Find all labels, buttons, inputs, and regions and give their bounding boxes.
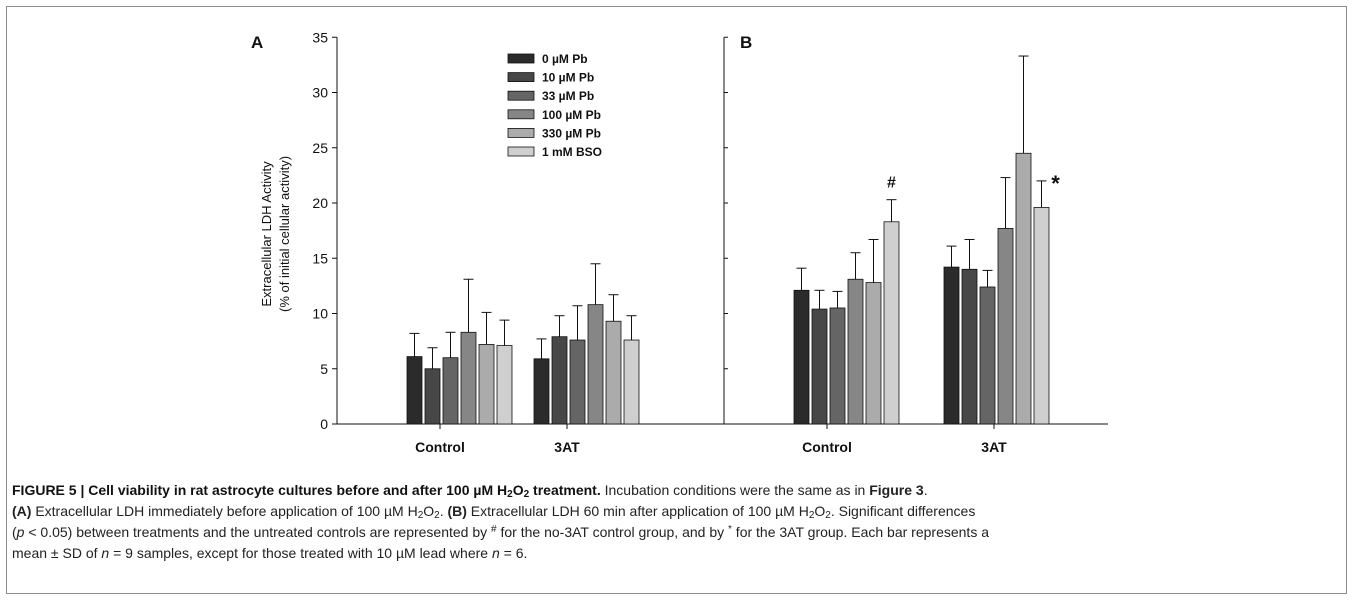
y-axis-title-line-2: (% of initial cellular activity) [277,156,292,312]
y-tick-label: 35 [312,29,328,45]
caption-sentence-1: Incubation conditions were the same as i… [604,482,866,498]
bar [460,331,477,425]
legend-label: 0 µM Pb [542,52,588,66]
y-tick-label: 25 [312,140,328,156]
panel-a: 0 5 10 15 20 25 30 35 Control 3AT A Extracellular L… [251,29,724,455]
bar [1015,152,1032,425]
bar [623,339,640,425]
bar [961,268,978,425]
legend-swatch [507,53,535,64]
y-tick-label: 10 [312,306,328,322]
bar [406,356,423,425]
bar [478,344,495,425]
bar [997,228,1014,425]
bar [793,289,810,425]
significance-marker: * [1051,171,1060,196]
legend-label: 10 µM Pb [542,71,594,85]
y-tick-label: 0 [320,416,328,432]
bar [442,357,459,425]
legend-label: 33 µM Pb [542,89,594,103]
caption-line-1: FIGURE 5 | Cell viability in rat astrocy… [12,482,928,500]
figure-chart: 0 5 10 15 20 25 30 35 Control 3AT A Extracellular L… [251,29,1108,455]
y-tick-label: 5 [320,361,328,377]
panel-label: B [740,33,752,52]
bar [424,368,441,425]
legend-swatch [507,146,535,157]
bar [829,307,846,425]
figure-frame [6,6,1347,594]
caption-title: FIGURE 5 | Cell viability in rat astrocy… [12,482,601,500]
x-tick-label: 3AT [554,439,580,455]
panel-label: A [251,33,263,52]
bar [533,358,550,425]
bar [569,339,586,425]
caption-line-4: mean ± SD of n = 9 samples, except for t… [12,545,528,561]
caption-line-3: (p < 0.05) between treatments and the un… [12,524,989,540]
x-tick-label: Control [415,439,465,455]
y-tick-label: 30 [312,85,328,101]
legend-label: 330 µM Pb [542,126,601,140]
caption-figure-ref: Figure 3 [869,482,924,498]
bar [551,336,568,425]
y-tick-label: 15 [312,250,328,266]
bar [1033,207,1050,425]
bar [496,345,513,425]
legend: 0 µM Pb 10 µM Pb 33 µM Pb 100 µM Pb 330 µM P… [507,52,602,159]
legend-swatch [507,127,535,138]
bar [865,282,882,425]
bar [943,266,960,425]
legend-swatch [507,109,535,120]
panel-b: Control 3AT B # * [723,33,1108,455]
legend-label: 100 µM Pb [542,108,601,122]
significance-marker: # [887,175,896,192]
y-axis-title-line-1: Extracellular LDH Activity [259,161,274,307]
x-tick-label: Control [802,439,852,455]
bar [883,221,900,425]
bar [847,278,864,425]
legend-swatch [507,72,535,82]
bar [605,320,622,425]
x-tick-label: 3AT [981,439,1007,455]
figure-caption: FIGURE 5 | Cell viability in rat astrocy… [12,480,1337,564]
bar [587,304,604,425]
y-tick-label: 20 [312,195,328,211]
legend-label: 1 mM BSO [542,145,602,159]
caption-line-2: (A) Extracellular LDH immediately before… [12,503,976,521]
bar [811,308,828,425]
legend-swatch [507,90,535,101]
bar [979,286,996,425]
